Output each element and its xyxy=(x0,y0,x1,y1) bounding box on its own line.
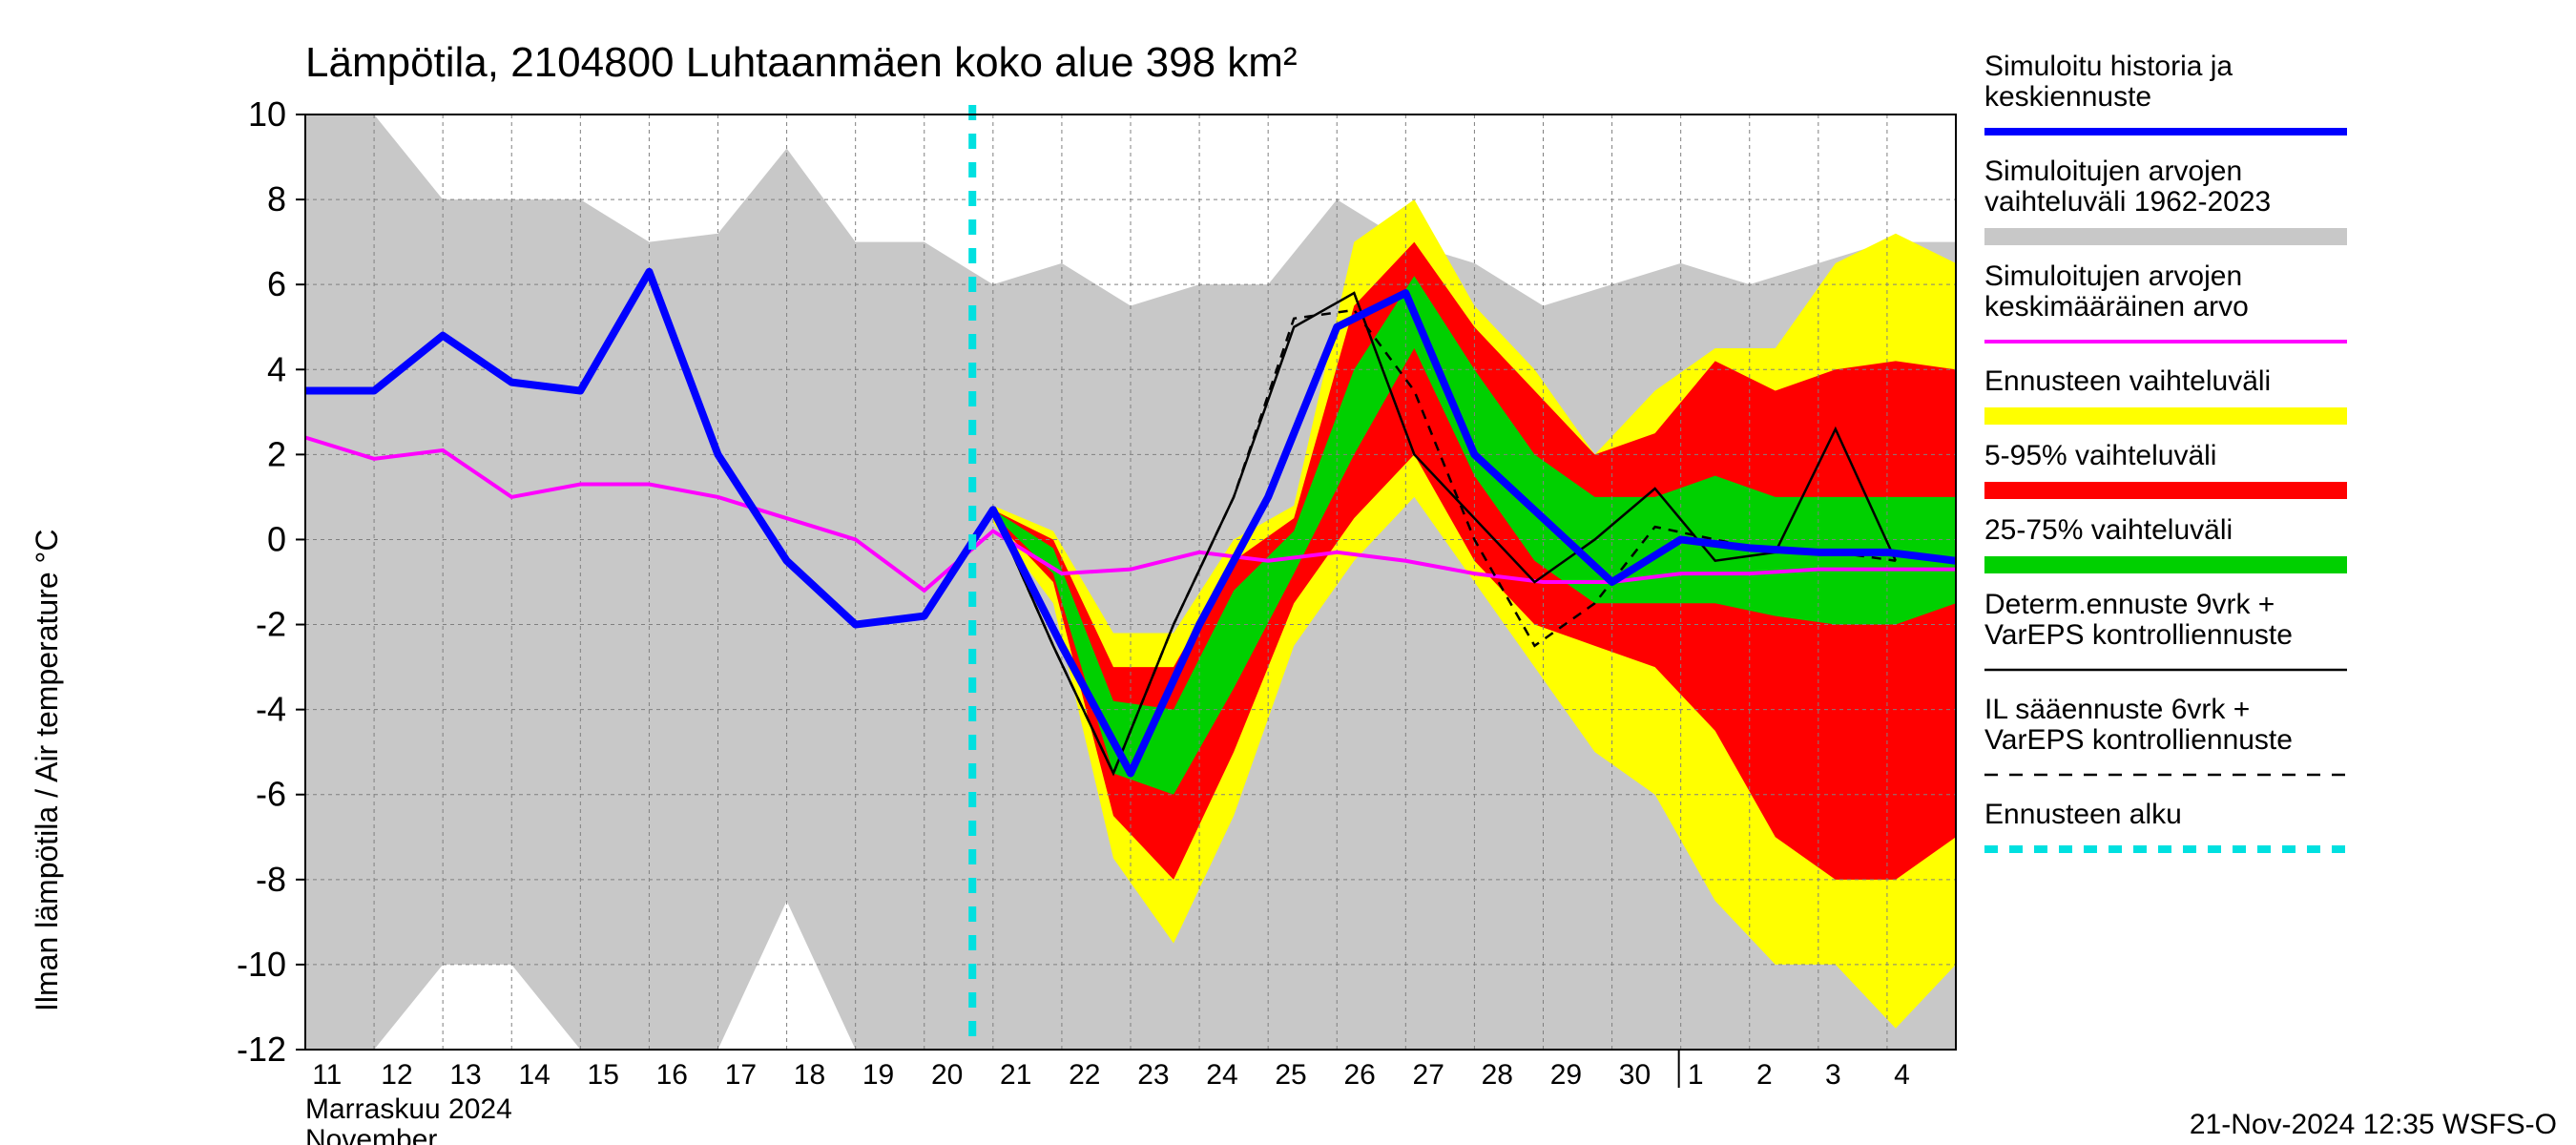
x-axis-month-en: November xyxy=(305,1124,437,1145)
y-axis-label: Ilman lämpötila / Air temperature °C xyxy=(30,530,64,1011)
x-tick-label: 18 xyxy=(794,1059,825,1091)
y-tick-label: 6 xyxy=(267,264,286,303)
y-tick-label: 2 xyxy=(267,434,286,473)
y-tick-label: 4 xyxy=(267,349,286,388)
x-tick-label: 26 xyxy=(1343,1059,1375,1091)
y-tick-label: 8 xyxy=(267,179,286,219)
legend-label: vaihteluväli 1962-2023 xyxy=(1984,186,2271,218)
y-tick-label: -2 xyxy=(256,605,286,644)
x-tick-label: 4 xyxy=(1894,1059,1910,1091)
legend-label: 25-75% vaihteluväli xyxy=(1984,514,2233,546)
x-tick-label: 12 xyxy=(381,1059,412,1091)
x-tick-label: 27 xyxy=(1413,1059,1444,1091)
x-tick-label: 21 xyxy=(1000,1059,1031,1091)
chart-container: Lämpötila, 2104800 Luhtaanmäen koko alue… xyxy=(0,0,2576,1145)
x-tick-label: 24 xyxy=(1206,1059,1237,1091)
legend-label: Ennusteen vaihteluväli xyxy=(1984,365,2271,397)
y-tick-label: -4 xyxy=(256,690,286,729)
y-tick-label: 10 xyxy=(248,94,286,134)
legend-label: 5-95% vaihteluväli xyxy=(1984,440,2216,471)
y-tick-label: 0 xyxy=(267,519,286,558)
legend-swatch xyxy=(1984,482,2347,499)
chart-svg: Lämpötila, 2104800 Luhtaanmäen koko alue… xyxy=(0,0,2576,1145)
legend-label: VarEPS kontrolliennuste xyxy=(1984,724,2293,756)
plot-area xyxy=(305,105,1956,1050)
x-tick-label: 14 xyxy=(518,1059,550,1091)
y-tick-label: -12 xyxy=(237,1030,286,1069)
y-tick-label: -8 xyxy=(256,860,286,899)
legend-swatch xyxy=(1984,228,2347,245)
legend-swatch xyxy=(1984,407,2347,425)
x-tick-label: 29 xyxy=(1550,1059,1582,1091)
x-tick-label: 16 xyxy=(656,1059,688,1091)
legend-label: Determ.ennuste 9vrk + xyxy=(1984,589,2275,620)
x-axis-month-fi: Marraskuu 2024 xyxy=(305,1093,512,1125)
x-tick-label: 3 xyxy=(1825,1059,1841,1091)
legend-label: IL sääennuste 6vrk + xyxy=(1984,694,2250,725)
x-tick-label: 11 xyxy=(312,1059,342,1091)
legend-label: Simuloitujen arvojen xyxy=(1984,260,2242,292)
x-tick-label: 17 xyxy=(725,1059,757,1091)
x-tick-label: 2 xyxy=(1756,1059,1773,1091)
x-tick-label: 23 xyxy=(1137,1059,1169,1091)
legend-label: Simuloitujen arvojen xyxy=(1984,156,2242,187)
x-tick-label: 20 xyxy=(931,1059,963,1091)
x-tick-label: 1 xyxy=(1688,1059,1704,1091)
x-tick-label: 13 xyxy=(449,1059,481,1091)
legend-label: Ennusteen alku xyxy=(1984,799,2182,830)
legend-label: VarEPS kontrolliennuste xyxy=(1984,619,2293,651)
legend-label: Simuloitu historia ja xyxy=(1984,51,2233,82)
x-tick-label: 22 xyxy=(1069,1059,1100,1091)
legend-label: keskimääräinen arvo xyxy=(1984,291,2249,323)
y-tick-label: -6 xyxy=(256,775,286,814)
x-tick-label: 25 xyxy=(1275,1059,1306,1091)
footer-timestamp: 21-Nov-2024 12:35 WSFS-O xyxy=(2190,1109,2557,1140)
legend-label: keskiennuste xyxy=(1984,81,2151,113)
x-tick-label: 19 xyxy=(862,1059,894,1091)
x-tick-label: 28 xyxy=(1482,1059,1513,1091)
chart-title: Lämpötila, 2104800 Luhtaanmäen koko alue… xyxy=(305,39,1298,86)
y-tick-label: -10 xyxy=(237,945,286,984)
x-tick-label: 30 xyxy=(1619,1059,1651,1091)
legend-swatch xyxy=(1984,556,2347,573)
x-tick-label: 15 xyxy=(588,1059,619,1091)
